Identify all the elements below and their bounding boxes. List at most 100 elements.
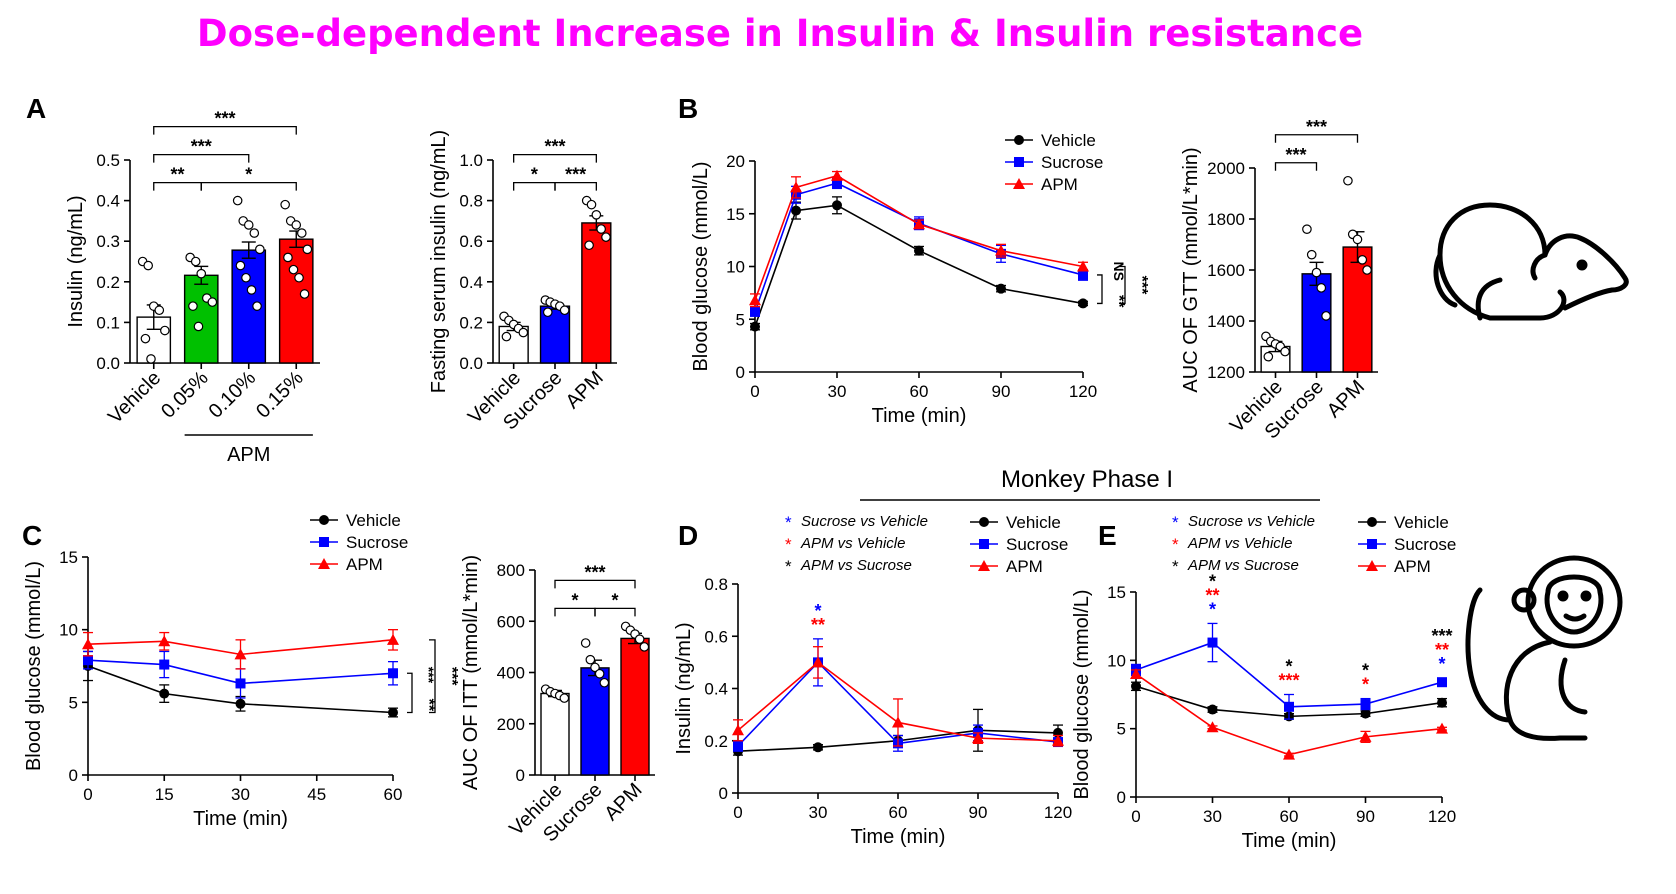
- x-tick-label: 30: [828, 382, 847, 401]
- y-tick-label: 0.8: [459, 192, 483, 211]
- x-tick-label: 45: [307, 785, 326, 804]
- y-tick-label: 0.2: [96, 273, 120, 292]
- data-point: [318, 558, 330, 569]
- x-tick-label: APM: [600, 779, 646, 825]
- data-point: [1130, 668, 1142, 679]
- point-significance: *: [1362, 675, 1369, 695]
- data-point: [601, 232, 611, 242]
- data-point: [1437, 697, 1447, 708]
- x-tick-label: 90: [1356, 807, 1375, 826]
- x-tick-label: 120: [1069, 382, 1097, 401]
- data-point: [586, 199, 597, 210]
- chart-b1: 0 5 10 15 20 Blood glucose (mmol/L) 0 30 60 90 120…: [690, 131, 1150, 427]
- data-point: [1436, 722, 1448, 734]
- significance-label: ***: [544, 137, 565, 157]
- significance-label: ***: [565, 165, 586, 185]
- y-tick-label: 0.4: [96, 192, 120, 211]
- chart-a2: 0.0 0.2 0.4 0.6 0.8 1.0 Fasting serum insulin …: [428, 130, 617, 434]
- data-point: [1052, 734, 1064, 746]
- y-tick-label: 5: [736, 310, 745, 329]
- panel-letter-e: E: [1098, 520, 1117, 551]
- significance-label: ***: [1306, 117, 1327, 137]
- data-point: [232, 195, 243, 206]
- data-point: [160, 325, 170, 336]
- data-point: [639, 642, 650, 652]
- series-apm: [749, 169, 1089, 308]
- data-point: [832, 200, 842, 211]
- data-point: [1360, 699, 1371, 710]
- data-point: [235, 678, 246, 689]
- data-point: [190, 256, 201, 267]
- y-tick-label: 1.0: [459, 151, 483, 170]
- data-point: [559, 693, 570, 703]
- data-point: [599, 677, 610, 688]
- data-point: [294, 272, 304, 283]
- legend-label: APM: [346, 555, 383, 574]
- data-point: [559, 305, 570, 316]
- significance-label: *: [571, 590, 578, 610]
- legend-label: Vehicle: [1006, 513, 1061, 532]
- x-tick-label: 0: [750, 382, 759, 401]
- data-point: [207, 297, 218, 307]
- point-significance: **: [1435, 640, 1449, 660]
- x-tick-label: 120: [1044, 803, 1072, 822]
- point-significance: ***: [1431, 626, 1452, 646]
- page-title: Dose-dependent Increase in Insulin & Ins…: [197, 12, 1363, 55]
- data-point: [1078, 298, 1088, 309]
- group-label: APM: [227, 444, 270, 466]
- data-point: [1014, 157, 1024, 167]
- legend-label: APM: [1041, 175, 1078, 194]
- significance-label: NS: [1111, 261, 1127, 280]
- chart-legend: Vehicle Sucrose APM: [970, 513, 1068, 576]
- data-point: [1359, 730, 1372, 742]
- data-point: [1280, 346, 1290, 357]
- data-point: [1283, 748, 1295, 760]
- significance-label: *: [531, 165, 538, 185]
- mouse-icon: [1433, 202, 1629, 321]
- x-tick-label: 15: [155, 785, 174, 804]
- y-tick-label: 2000: [1207, 159, 1245, 178]
- x-tick-label: 90: [992, 382, 1011, 401]
- legend-label: Vehicle: [1041, 131, 1096, 150]
- data-point: [518, 327, 529, 338]
- y-tick-label: 0: [736, 363, 745, 382]
- y-tick-label: 200: [497, 715, 525, 734]
- data-point: [1366, 560, 1378, 571]
- x-tick-label: 0: [83, 785, 92, 804]
- data-point: [1357, 254, 1368, 265]
- data-point: [995, 244, 1007, 256]
- data-point: [972, 732, 984, 744]
- point-significance: *: [1209, 599, 1216, 619]
- data-point: [501, 331, 512, 342]
- data-point: [1302, 224, 1312, 234]
- data-point: [1362, 265, 1372, 275]
- data-point: [1077, 260, 1089, 272]
- chart-a1: 0.0 0.1 0.2 0.3 0.4 0.5 Insulin (ng/mL) Vehicle…: [65, 109, 320, 466]
- data-point: [812, 656, 824, 668]
- significance-label: ***: [443, 667, 460, 686]
- data-point: [82, 638, 94, 650]
- legend-label: APM: [1006, 557, 1043, 576]
- y-tick-label: 20: [726, 152, 745, 171]
- series-line: [754, 204, 1084, 327]
- x-tick-label: 0.15%: [252, 367, 308, 423]
- y-axis-title: AUC OF GTT (mmol/L*min): [1180, 147, 1202, 392]
- data-point: [979, 539, 989, 549]
- stats-legend-star: *: [1172, 557, 1179, 576]
- panel-letter-d: D: [678, 520, 698, 551]
- data-point: [243, 220, 254, 230]
- legend-label: Sucrose: [1041, 153, 1103, 172]
- data-point: [249, 228, 260, 238]
- x-tick-label: APM: [1323, 376, 1369, 422]
- data-point: [1014, 135, 1024, 145]
- y-tick-label: 0.8: [704, 575, 728, 594]
- significance-bracket: [554, 579, 636, 589]
- stats-legend-label: APM vs Vehicle: [1187, 535, 1292, 552]
- legend-label: Vehicle: [346, 511, 401, 530]
- data-point: [388, 668, 398, 679]
- y-axis-title: Insulin (ng/mL): [673, 622, 695, 754]
- data-point: [1078, 269, 1088, 280]
- stats-legend-label: APM vs Vehicle: [800, 535, 905, 552]
- bar-vehicle: [540, 692, 570, 776]
- significance-label: ***: [1133, 276, 1150, 295]
